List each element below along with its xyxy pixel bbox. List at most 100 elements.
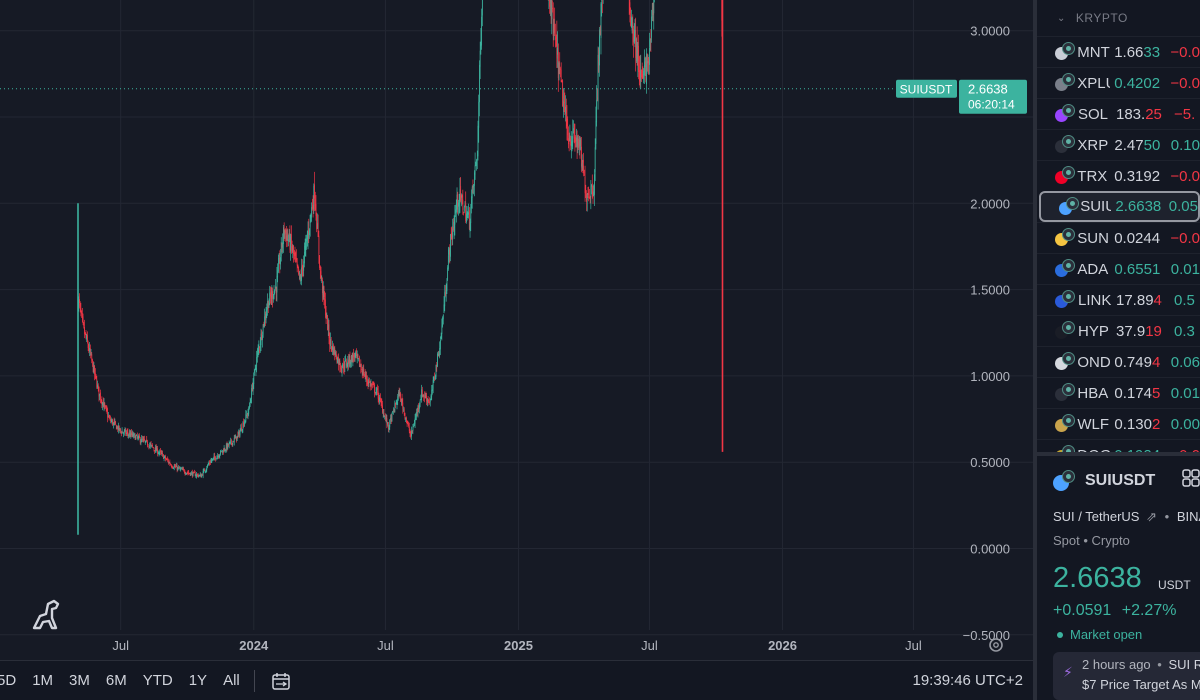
watchlist-row-xrp[interactable]: XRP 2.4750 0.10 <box>1037 129 1200 160</box>
candle-body <box>422 394 424 397</box>
exchange-name[interactable]: BINA <box>1176 509 1200 524</box>
range-button-ytd[interactable]: YTD <box>142 672 173 689</box>
watchlist-row-ada[interactable]: ADA 0.6551 0.01 <box>1037 253 1200 284</box>
watchlist-row-ond[interactable]: OND 0.7494 0.06 <box>1037 346 1200 377</box>
candle-body <box>285 230 287 241</box>
wlfi-coin-icon <box>1053 413 1075 435</box>
candle-body <box>124 429 126 431</box>
symbol-name[interactable]: SUI / TetherUS <box>1053 509 1140 524</box>
candle-body <box>165 459 167 461</box>
candle-body <box>254 369 255 373</box>
range-button-all[interactable]: All <box>223 672 240 689</box>
candle-body <box>409 431 411 434</box>
watchlist-row-suiu[interactable]: SUIU 2.6638 0.05 <box>1039 191 1200 222</box>
details-header[interactable]: SUIUSDT <box>1053 470 1155 492</box>
range-button-3m[interactable]: 3M <box>69 672 90 689</box>
market-status[interactable]: Market open <box>1057 627 1142 642</box>
range-button-5d[interactable]: 5D <box>0 672 17 689</box>
watchlist-section-header[interactable]: ⌄ KRYPTO <box>1037 0 1200 36</box>
range-button-1y[interactable]: 1Y <box>188 672 208 689</box>
candle-body <box>641 69 642 78</box>
candle-body <box>111 420 113 422</box>
candle-body <box>451 232 453 240</box>
candle-body <box>566 118 568 127</box>
candle-body <box>168 462 170 464</box>
candle-body <box>570 138 571 146</box>
pane-divider[interactable] <box>1033 0 1037 700</box>
candle-body <box>477 125 479 157</box>
candle-body <box>288 233 290 240</box>
candle-body <box>241 429 243 432</box>
candle-body <box>173 468 174 470</box>
candle-body <box>472 186 474 188</box>
candle-body <box>275 287 277 293</box>
candle-body <box>388 427 390 429</box>
candle-body <box>594 147 596 173</box>
news-headline-card[interactable]: ⚡ 2 hours ago • SUI Re $7 Price Target A… <box>1053 652 1200 700</box>
candle-body <box>463 207 465 212</box>
candle-body <box>126 432 127 434</box>
watchlist-row-hyp[interactable]: HYP 37.919 0.3 <box>1037 315 1200 346</box>
watchlist-row-wlf[interactable]: WLF 0.1302 0.00 <box>1037 408 1200 439</box>
watchlist-symbol: ADA <box>1077 260 1109 278</box>
external-link-icon[interactable]: ⇗ <box>1146 509 1157 524</box>
candle-body <box>645 60 647 81</box>
watchlist-row-xplu[interactable]: XPLU0.4202 −0.0 <box>1037 67 1200 98</box>
candle-body <box>345 360 347 362</box>
watchlist-row-hba[interactable]: HBA 0.1745 0.01 <box>1037 377 1200 408</box>
candle-body <box>629 2 631 14</box>
candle-body <box>175 466 177 468</box>
candle-body <box>408 423 409 426</box>
candle-body <box>225 444 227 451</box>
time-zone-clock[interactable]: 19:39:46 UTC+2 <box>912 672 1024 689</box>
candle-body <box>463 211 464 213</box>
candle-body <box>176 465 178 470</box>
candle-body <box>309 214 311 227</box>
watchlist-row-sun[interactable]: SUN 0.0244 −0.0 <box>1037 222 1200 253</box>
candle-body <box>143 439 145 441</box>
candle-body <box>339 360 341 368</box>
watchlist-change: 0.10 <box>1170 136 1200 154</box>
candle-body <box>358 357 360 367</box>
candle-body <box>638 71 640 73</box>
candle-body <box>207 464 208 468</box>
sui-coin-icon <box>1057 196 1079 218</box>
candle-body <box>123 432 124 434</box>
candle-body <box>458 200 460 205</box>
candle-body <box>121 431 123 434</box>
watchlist-row-sol[interactable]: SOL 183.25 −5. <box>1037 98 1200 129</box>
candle-body <box>149 445 151 447</box>
last-price-main: 0.174 <box>1114 384 1152 402</box>
candle-body <box>649 47 650 65</box>
watchlist-symbol: LINK <box>1078 291 1112 309</box>
go-to-date-calendar-icon[interactable] <box>269 669 293 693</box>
candle-body <box>466 213 467 223</box>
candle-body <box>129 433 131 437</box>
candle-body <box>301 265 303 269</box>
candle-body <box>88 347 90 352</box>
candle-body <box>384 415 386 417</box>
watchlist-row-trx[interactable]: TRX 0.3192 −0.0 <box>1037 160 1200 191</box>
candle-body <box>306 237 308 240</box>
candle-body <box>416 411 418 413</box>
candle-body <box>107 412 109 418</box>
candle-body <box>327 315 328 331</box>
layout-grid-icon[interactable] <box>1181 468 1200 488</box>
news-headline: $7 Price Target As M <box>1082 677 1200 692</box>
range-button-1m[interactable]: 1M <box>32 672 54 689</box>
candle-body <box>86 336 88 340</box>
watchlist-row-link[interactable]: LINK 17.894 0.5 <box>1037 284 1200 315</box>
candle-body <box>82 316 84 323</box>
candle-body <box>426 396 428 402</box>
settings-gear-icon[interactable] <box>989 638 1003 652</box>
candle-body <box>202 471 204 477</box>
watchlist-row-mnt[interactable]: MNT 1.6633 −0.0 <box>1037 36 1200 67</box>
candle-body <box>371 384 373 386</box>
candle-body <box>142 439 144 441</box>
candle-body <box>148 447 150 449</box>
range-button-6m[interactable]: 6M <box>105 672 127 689</box>
candle-body <box>335 351 337 359</box>
candle-body <box>411 430 413 432</box>
